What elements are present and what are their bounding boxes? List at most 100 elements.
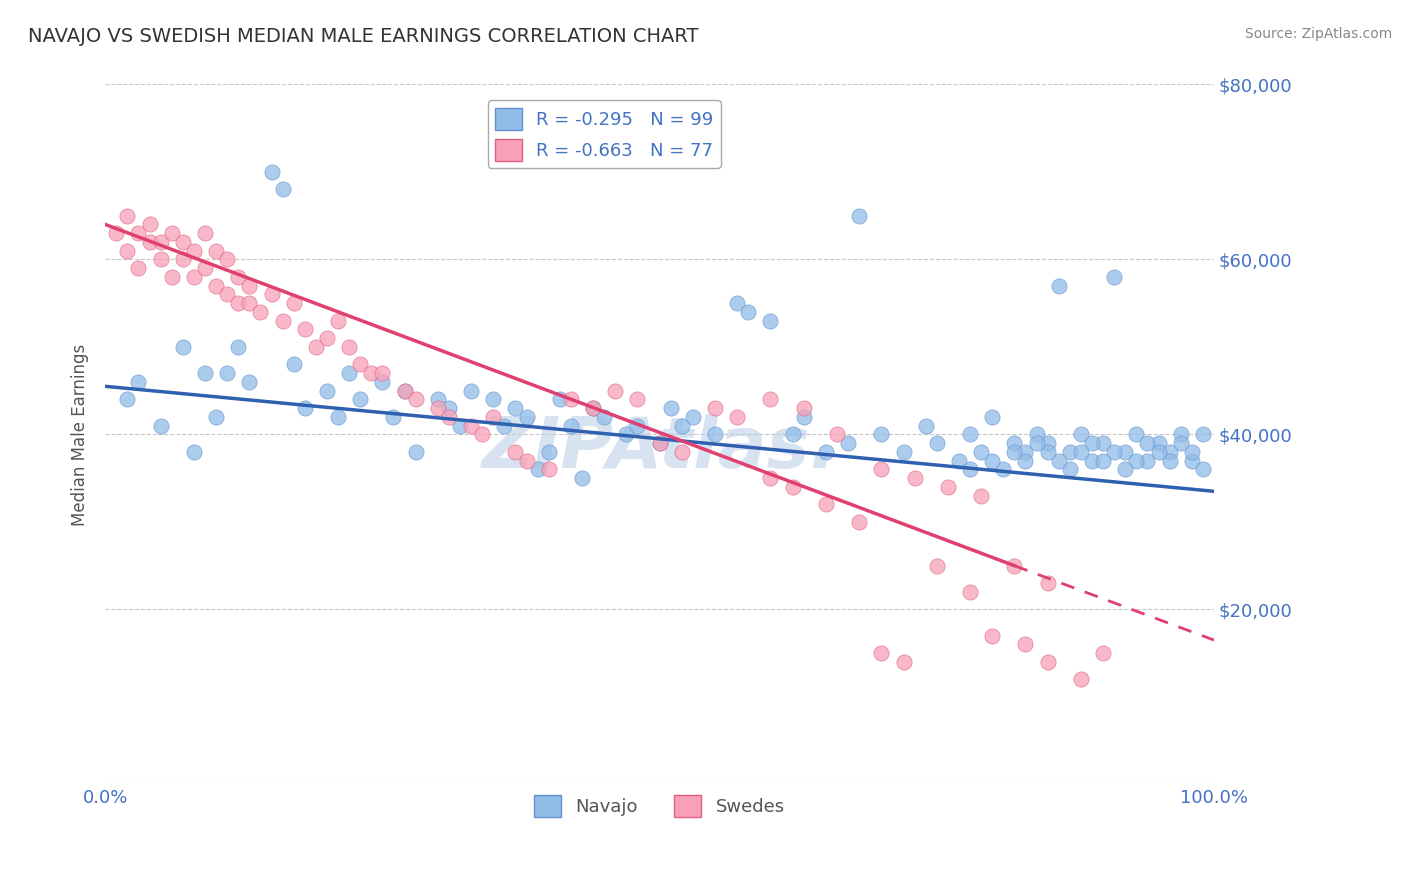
Point: [394, 384, 416, 398]
Point: [848, 515, 870, 529]
Point: [970, 489, 993, 503]
Point: [172, 252, 194, 267]
Point: [1170, 436, 1192, 450]
Point: [226, 269, 249, 284]
Point: [460, 418, 482, 433]
Point: [382, 409, 405, 424]
Point: [1192, 427, 1215, 442]
Point: [1014, 453, 1036, 467]
Point: [981, 629, 1004, 643]
Point: [537, 462, 560, 476]
Point: [437, 409, 460, 424]
Point: [870, 646, 893, 660]
Y-axis label: Median Male Earnings: Median Male Earnings: [72, 343, 89, 525]
Point: [205, 244, 228, 258]
Point: [614, 427, 637, 442]
Point: [316, 331, 339, 345]
Point: [160, 269, 183, 284]
Point: [925, 436, 948, 450]
Point: [127, 226, 149, 240]
Point: [904, 471, 927, 485]
Point: [194, 366, 217, 380]
Point: [981, 453, 1004, 467]
Point: [226, 340, 249, 354]
Point: [1147, 445, 1170, 459]
Point: [1092, 436, 1115, 450]
Point: [1002, 558, 1025, 573]
Point: [648, 436, 671, 450]
Point: [1036, 655, 1059, 669]
Point: [948, 453, 970, 467]
Point: [981, 409, 1004, 424]
Point: [548, 392, 571, 407]
Text: ZIPAtlas.: ZIPAtlas.: [482, 414, 838, 483]
Point: [217, 366, 239, 380]
Point: [814, 498, 837, 512]
Point: [1025, 427, 1047, 442]
Point: [149, 252, 172, 267]
Point: [1014, 637, 1036, 651]
Point: [205, 409, 228, 424]
Point: [515, 453, 537, 467]
Point: [283, 296, 305, 310]
Point: [1047, 453, 1070, 467]
Point: [349, 358, 371, 372]
Point: [1159, 445, 1181, 459]
Point: [482, 392, 505, 407]
Point: [1125, 453, 1147, 467]
Point: [793, 401, 815, 416]
Point: [482, 409, 505, 424]
Point: [914, 418, 936, 433]
Point: [1159, 453, 1181, 467]
Point: [1047, 278, 1070, 293]
Point: [605, 384, 627, 398]
Point: [460, 384, 482, 398]
Point: [1136, 436, 1159, 450]
Point: [671, 418, 693, 433]
Point: [337, 340, 360, 354]
Point: [526, 462, 548, 476]
Point: [582, 401, 605, 416]
Point: [925, 558, 948, 573]
Point: [449, 418, 471, 433]
Point: [127, 375, 149, 389]
Point: [349, 392, 371, 407]
Point: [825, 427, 848, 442]
Point: [782, 480, 804, 494]
Point: [183, 445, 205, 459]
Point: [782, 427, 804, 442]
Point: [759, 471, 782, 485]
Point: [505, 445, 527, 459]
Point: [970, 445, 993, 459]
Point: [371, 375, 394, 389]
Point: [993, 462, 1015, 476]
Point: [593, 409, 616, 424]
Point: [1114, 462, 1136, 476]
Point: [326, 314, 349, 328]
Point: [1070, 445, 1092, 459]
Point: [725, 409, 748, 424]
Point: [1092, 646, 1115, 660]
Point: [626, 418, 648, 433]
Point: [537, 445, 560, 459]
Point: [759, 314, 782, 328]
Point: [1181, 453, 1204, 467]
Point: [194, 261, 217, 276]
Point: [1014, 445, 1036, 459]
Point: [1036, 436, 1059, 450]
Point: [117, 392, 139, 407]
Point: [1181, 445, 1204, 459]
Point: [893, 655, 915, 669]
Point: [405, 392, 427, 407]
Point: [160, 226, 183, 240]
Point: [283, 358, 305, 372]
Point: [1081, 453, 1104, 467]
Point: [226, 296, 249, 310]
Point: [560, 392, 582, 407]
Point: [582, 401, 605, 416]
Legend: Navajo, Swedes: Navajo, Swedes: [527, 788, 792, 824]
Point: [1092, 453, 1115, 467]
Point: [326, 409, 349, 424]
Point: [1102, 445, 1125, 459]
Point: [515, 409, 537, 424]
